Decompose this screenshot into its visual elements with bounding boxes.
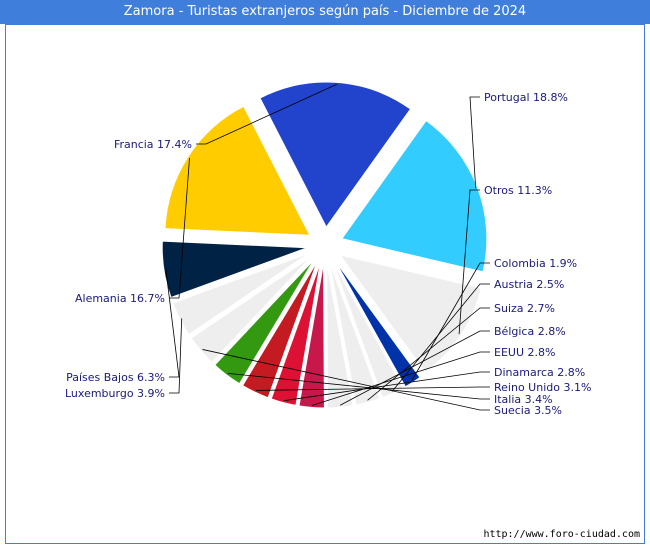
leader-line-países-bajos — [165, 269, 180, 378]
pie-slice-alemania — [164, 105, 311, 236]
pie-label-suecia: Suecia 3.5% — [494, 404, 562, 417]
pie-slice-suiza — [329, 262, 381, 406]
leader-line-colombia — [411, 262, 490, 381]
leader-line-otros — [458, 189, 480, 335]
pie-label-países-bajos: Países Bajos 6.3% — [66, 371, 165, 384]
leader-line-suecia — [202, 349, 490, 411]
pie-slice-bélgica — [326, 262, 354, 409]
pie-slice-dinamarca — [270, 262, 321, 406]
pie-label-dinamarca: Dinamarca 2.8% — [494, 366, 585, 379]
leader-line-suiza — [367, 307, 490, 401]
pie-label-suiza: Suiza 2.7% — [494, 302, 555, 315]
pie-label-italia: Italia 3.4% — [494, 393, 553, 406]
pie-slice-reino-unido — [241, 261, 318, 399]
pie-slice-países-bajos — [161, 240, 308, 299]
leader-line-alemania — [169, 157, 190, 299]
leader-line-portugal — [469, 96, 480, 189]
pie-slice-portugal — [341, 119, 488, 273]
leader-line-bélgica — [339, 330, 490, 406]
pie-slice-francia — [259, 81, 412, 229]
pie-label-bélgica: Bélgica 2.8% — [494, 325, 566, 338]
chart-title: Zamora - Turistas extranjeros según país… — [0, 0, 650, 24]
leader-line-reino-unido — [255, 386, 490, 391]
pie-slice-suecia — [190, 256, 312, 364]
pie-label-luxemburgo: Luxemburgo 3.9% — [65, 387, 165, 400]
source-link[interactable]: http://www.foro-ciudad.com — [483, 529, 640, 540]
pie-label-reino-unido: Reino Unido 3.1% — [494, 381, 591, 394]
pie-slice-luxemburgo — [172, 252, 310, 336]
leader-line-italia — [227, 372, 490, 400]
pie-label-otros: Otros 11.3% — [484, 184, 552, 197]
pie-label-alemania: Alemania 16.7% — [75, 292, 165, 305]
leader-line-francia — [196, 84, 337, 145]
pie-label-portugal: Portugal 18.8% — [484, 91, 568, 104]
leader-line-dinamarca — [283, 371, 490, 402]
pie-slice-colombia — [334, 259, 421, 388]
leader-line-luxemburgo — [169, 318, 183, 394]
pie-label-colombia: Colombia 1.9% — [494, 257, 577, 270]
pie-slice-otros — [338, 254, 482, 373]
pie-label-francia: Francia 17.4% — [114, 138, 192, 151]
pie-slice-italia — [214, 259, 315, 385]
pie-label-austria: Austria 2.5% — [494, 278, 564, 291]
pie-label-eeuu: EEUU 2.8% — [494, 346, 555, 359]
